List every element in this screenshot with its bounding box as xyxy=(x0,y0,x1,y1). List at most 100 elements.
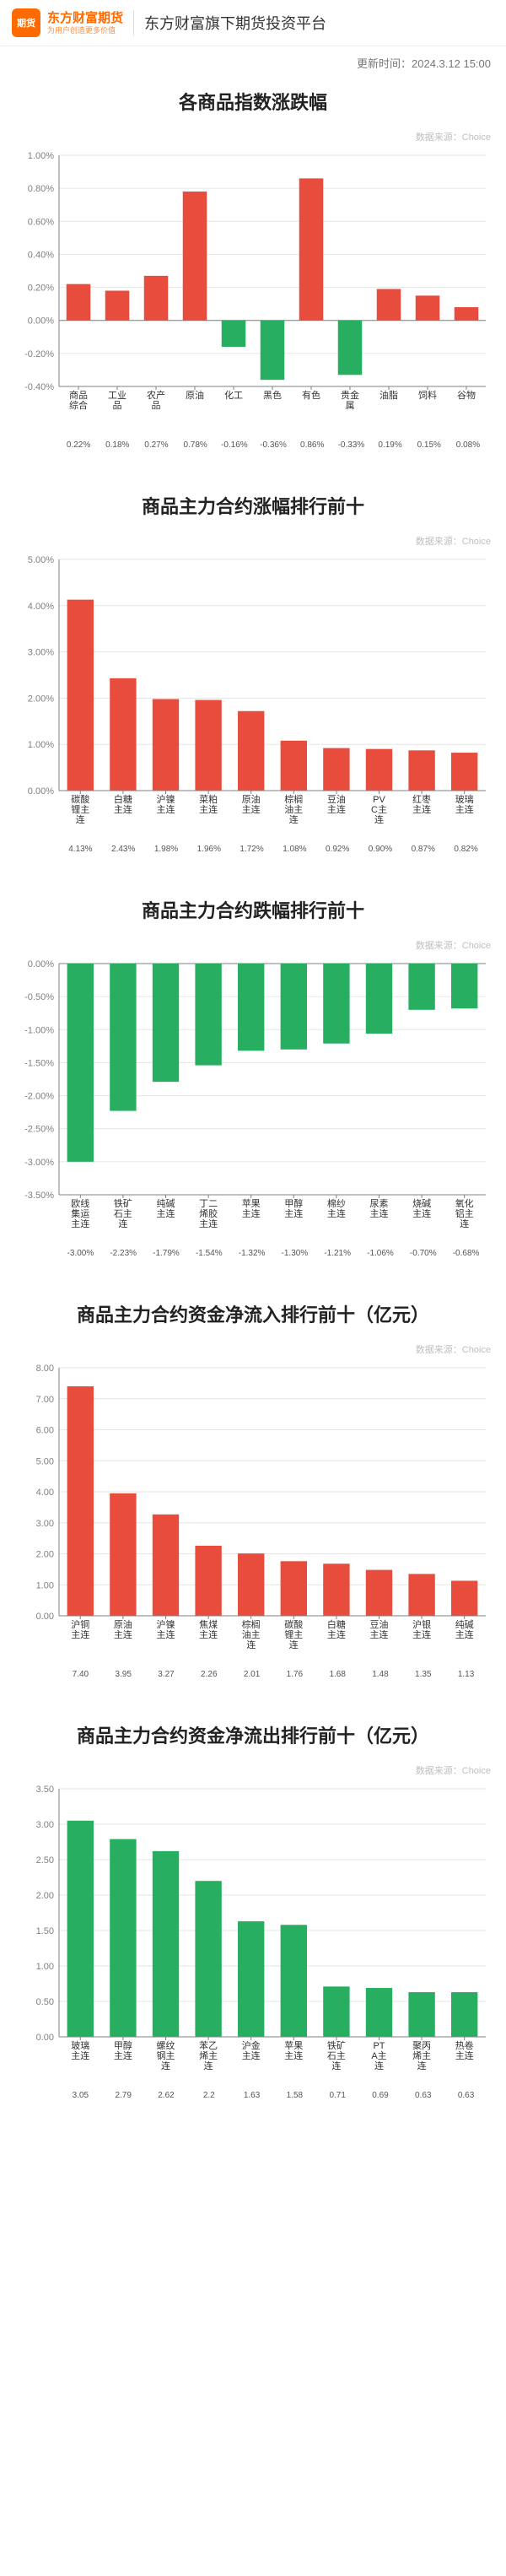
svg-text:欧线: 欧线 xyxy=(71,1197,89,1209)
svg-text:沪铜: 沪铜 xyxy=(71,1618,89,1630)
bar-loss-4 xyxy=(238,964,264,1050)
svg-text:锂主: 锂主 xyxy=(284,1628,303,1640)
svg-text:4.00%: 4.00% xyxy=(28,602,54,612)
svg-text:主连: 主连 xyxy=(370,1629,389,1640)
svg-text:主连: 主连 xyxy=(242,2050,261,2061)
chart-source-loss: 数据来源：Choice xyxy=(15,938,491,952)
svg-text:玻璃: 玻璃 xyxy=(455,793,474,805)
chart-block-idx: 各商品指数涨跌幅 数据来源：Choice -0.40%-0.20%0.00%0.… xyxy=(0,71,506,475)
bar-gain-9 xyxy=(451,753,477,791)
bar-loss-7 xyxy=(366,964,392,1034)
svg-text:主连: 主连 xyxy=(242,1208,261,1219)
svg-text:主连: 主连 xyxy=(412,1208,431,1219)
svg-text:沪金: 沪金 xyxy=(242,2039,261,2051)
svg-text:PT: PT xyxy=(373,2041,385,2051)
svg-text:白糖: 白糖 xyxy=(114,793,132,805)
brand-sub: 为用户创造更多价值 xyxy=(47,26,123,35)
svg-text:3.00%: 3.00% xyxy=(28,648,54,658)
svg-text:-3.50%: -3.50% xyxy=(24,1191,54,1201)
svg-text:品: 品 xyxy=(152,400,161,411)
value-inflow-3: 2.26 xyxy=(187,1670,230,1679)
svg-text:豆油: 豆油 xyxy=(370,1618,389,1630)
svg-text:主连: 主连 xyxy=(284,2050,303,2061)
svg-text:棉纱: 棉纱 xyxy=(327,1197,346,1209)
svg-text:-2.50%: -2.50% xyxy=(24,1125,54,1135)
value-inflow-5: 1.76 xyxy=(273,1670,316,1679)
bar-inflow-8 xyxy=(408,1574,434,1616)
chart-block-inflow: 商品主力合约资金净流入排行前十（亿元） 数据来源：Choice 0.001.00… xyxy=(0,1283,506,1704)
svg-text:甲醇: 甲醇 xyxy=(114,2039,132,2051)
svg-text:聚丙: 聚丙 xyxy=(412,2040,431,2051)
svg-text:烧碱: 烧碱 xyxy=(412,1198,431,1209)
bar-idx-2 xyxy=(144,276,169,321)
value-gain-4: 1.72% xyxy=(230,845,273,854)
svg-text:主连: 主连 xyxy=(284,1208,303,1219)
value-gain-2: 1.98% xyxy=(145,845,188,854)
svg-text:油主: 油主 xyxy=(284,803,303,815)
bar-outflow-3 xyxy=(195,1881,221,2037)
bar-loss-3 xyxy=(195,964,221,1066)
value-loss-4: -1.32% xyxy=(230,1249,273,1258)
value-outflow-4: 1.63 xyxy=(230,2091,273,2100)
bar-outflow-5 xyxy=(281,1925,307,2037)
chart-title-inflow: 商品主力合约资金净流入排行前十（亿元） xyxy=(15,1300,491,1327)
value-idx-8: 0.19% xyxy=(371,440,410,450)
chart-source-inflow: 数据来源：Choice xyxy=(15,1342,491,1356)
svg-text:铁矿: 铁矿 xyxy=(114,1198,132,1209)
bar-idx-5 xyxy=(261,321,285,380)
bar-loss-6 xyxy=(323,964,349,1044)
header: 期货 东方财富期货 为用户创造更多价值 东方财富旗下期货投资平台 xyxy=(0,0,506,46)
bar-inflow-6 xyxy=(323,1563,349,1616)
value-idx-5: -0.36% xyxy=(254,440,293,450)
svg-text:1.00%: 1.00% xyxy=(28,151,54,161)
svg-text:玻璃: 玻璃 xyxy=(71,2039,89,2051)
chart-loss: -3.50%-3.00%-2.50%-2.00%-1.50%-1.00%-0.5… xyxy=(15,957,491,1244)
value-inflow-0: 7.40 xyxy=(59,1670,102,1679)
value-outflow-3: 2.2 xyxy=(187,2091,230,2100)
chart-block-gain: 商品主力合约涨幅排行前十 数据来源：Choice 0.00%1.00%2.00%… xyxy=(0,475,506,879)
bar-idx-9 xyxy=(416,295,440,320)
chart-title-loss: 商品主力合约跌幅排行前十 xyxy=(15,896,491,923)
svg-text:苹果: 苹果 xyxy=(242,1197,261,1209)
values-row: 3.052.792.622.21.631.580.710.690.630.63 xyxy=(15,2091,491,2100)
svg-text:连: 连 xyxy=(118,1218,127,1229)
svg-text:2.00%: 2.00% xyxy=(28,694,54,704)
update-time: 更新时间：2024.3.12 15:00 xyxy=(0,46,506,71)
bar-loss-0 xyxy=(67,964,94,1162)
svg-text:纯碱: 纯碱 xyxy=(455,1619,474,1630)
svg-text:3.00: 3.00 xyxy=(36,1820,54,1830)
bar-outflow-2 xyxy=(153,1851,179,2037)
svg-text:-0.20%: -0.20% xyxy=(24,349,54,359)
svg-text:螺纹: 螺纹 xyxy=(157,2039,175,2051)
bar-loss-8 xyxy=(408,964,434,1010)
bar-outflow-0 xyxy=(67,1821,94,2037)
svg-text:0.20%: 0.20% xyxy=(28,284,54,294)
svg-text:主连: 主连 xyxy=(157,1208,175,1219)
svg-text:连: 连 xyxy=(331,2060,341,2071)
value-loss-1: -2.23% xyxy=(102,1249,145,1258)
value-outflow-0: 3.05 xyxy=(59,2091,102,2100)
chart-title-outflow: 商品主力合约资金净流出排行前十（亿元） xyxy=(15,1721,491,1748)
bar-gain-2 xyxy=(153,699,179,791)
header-title: 东方财富旗下期货投资平台 xyxy=(144,12,326,34)
svg-text:沪银: 沪银 xyxy=(412,1618,431,1630)
value-inflow-6: 1.68 xyxy=(316,1670,359,1679)
svg-text:2.50: 2.50 xyxy=(36,1855,54,1866)
svg-text:-3.00%: -3.00% xyxy=(24,1158,54,1168)
svg-text:主连: 主连 xyxy=(327,1208,346,1219)
bar-outflow-9 xyxy=(451,1992,477,2037)
bar-inflow-4 xyxy=(238,1553,264,1616)
svg-text:0.00%: 0.00% xyxy=(28,786,54,797)
svg-text:铁矿: 铁矿 xyxy=(327,2040,346,2051)
divider xyxy=(133,10,134,35)
value-idx-3: 0.78% xyxy=(176,440,215,450)
svg-text:连: 连 xyxy=(161,2060,170,2071)
value-gain-1: 2.43% xyxy=(102,845,145,854)
value-inflow-8: 1.35 xyxy=(401,1670,444,1679)
svg-text:沪镍: 沪镍 xyxy=(157,1618,175,1630)
value-loss-9: -0.68% xyxy=(444,1249,487,1258)
value-gain-6: 0.92% xyxy=(316,845,359,854)
svg-text:0.50: 0.50 xyxy=(36,1997,54,2007)
svg-text:连: 连 xyxy=(374,814,384,825)
value-outflow-9: 0.63 xyxy=(444,2091,487,2100)
